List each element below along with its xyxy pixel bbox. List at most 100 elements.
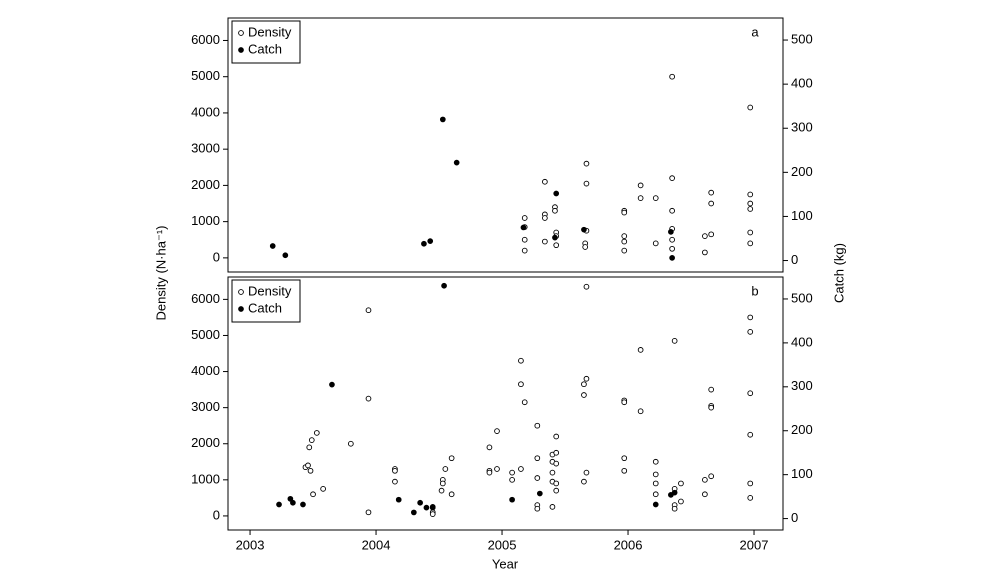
data-point (269, 243, 276, 249)
data-point (300, 501, 306, 508)
data-point (553, 242, 560, 249)
data-point (553, 460, 560, 467)
data-point (549, 469, 556, 476)
data-point (668, 229, 674, 235)
data-point (678, 480, 684, 487)
data-point (581, 226, 587, 233)
y-tick-label: 4000 (191, 363, 220, 378)
y-tick-label: 6000 (191, 32, 220, 47)
y-tick-label: 4000 (191, 104, 220, 119)
data-point (671, 505, 678, 512)
data-point (453, 159, 460, 166)
data-point (536, 490, 543, 497)
data-point (494, 466, 500, 472)
data-point (747, 200, 754, 207)
legend-box (231, 20, 301, 64)
data-point (637, 195, 644, 201)
data-point (553, 487, 560, 494)
data-point (708, 231, 715, 238)
data-point (347, 440, 354, 447)
data-point (421, 240, 427, 247)
data-point (553, 480, 560, 487)
y-tick-label: 3000 (191, 399, 220, 414)
data-point (747, 206, 754, 212)
y-tick-label: 5000 (191, 68, 220, 83)
data-point (423, 504, 430, 511)
data-point (747, 314, 754, 321)
y-tick-label: 3000 (191, 141, 220, 156)
data-point (637, 408, 644, 415)
data-point (652, 195, 659, 201)
data-point (320, 486, 326, 492)
y-tick-label: 0 (213, 507, 220, 522)
data-point (509, 496, 515, 503)
data-point (708, 473, 715, 480)
x-tick-label: 2004 (362, 537, 391, 552)
data-point (652, 501, 659, 508)
data-point (392, 467, 398, 474)
y2-tick-label: 100 (791, 208, 813, 223)
data-point (534, 505, 541, 512)
y2-tick-label: 0 (791, 252, 798, 267)
data-point (549, 504, 556, 510)
data-point (282, 252, 289, 259)
data-point (306, 444, 313, 451)
data-point (583, 180, 590, 187)
y-axis-label: Density (N·ha⁻¹) (153, 226, 168, 321)
data-point (392, 478, 398, 485)
data-point (583, 160, 590, 167)
data-point (652, 491, 659, 498)
y2-tick-label: 300 (791, 378, 813, 393)
data-point (637, 347, 644, 353)
y2-tick-label: 0 (791, 510, 798, 525)
data-point (329, 381, 335, 388)
data-point (410, 509, 417, 516)
data-point (669, 207, 675, 214)
legend-label: Catch (248, 41, 282, 56)
data-point (290, 499, 296, 506)
data-point (542, 215, 548, 221)
y2-tick-label: 200 (791, 164, 813, 179)
data-point (708, 404, 715, 411)
data-point (310, 491, 316, 498)
data-point (637, 182, 644, 189)
data-point (671, 489, 678, 496)
data-point (652, 480, 659, 487)
data-point (708, 386, 715, 393)
data-point (442, 466, 449, 472)
data-point (365, 307, 372, 314)
data-point (429, 511, 436, 517)
data-point (621, 247, 628, 254)
data-point (747, 329, 754, 335)
data-point (747, 480, 754, 487)
data-point (669, 73, 675, 80)
data-point (429, 504, 436, 511)
y-tick-label: 5000 (191, 327, 220, 342)
data-point (583, 375, 590, 382)
legend-label: Density (248, 24, 292, 39)
data-point (702, 476, 708, 483)
data-point (702, 233, 708, 239)
data-point (521, 236, 528, 243)
x-tick-label: 2003 (236, 537, 265, 552)
legend-label: Catch (248, 300, 282, 315)
data-point (583, 469, 590, 476)
data-point (542, 238, 548, 245)
data-point (276, 501, 282, 508)
data-point (509, 469, 515, 476)
data-point (486, 469, 493, 476)
legend-label: Density (248, 283, 292, 298)
data-point (448, 491, 455, 498)
data-point (652, 458, 659, 465)
legend-marker (238, 47, 244, 53)
data-point (427, 238, 434, 244)
data-point (521, 399, 528, 406)
data-point (518, 466, 524, 472)
data-point (583, 283, 590, 290)
data-point (417, 499, 423, 506)
data-point (702, 491, 708, 498)
data-point (582, 244, 589, 250)
y2-tick-label: 200 (791, 422, 813, 437)
data-point (747, 495, 754, 501)
y-tick-label: 2000 (191, 435, 220, 450)
